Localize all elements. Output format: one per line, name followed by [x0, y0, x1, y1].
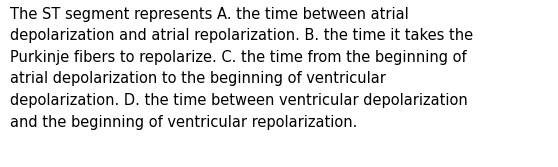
Text: The ST segment represents A. the time between atrial
depolarization and atrial r: The ST segment represents A. the time be… [10, 7, 473, 130]
